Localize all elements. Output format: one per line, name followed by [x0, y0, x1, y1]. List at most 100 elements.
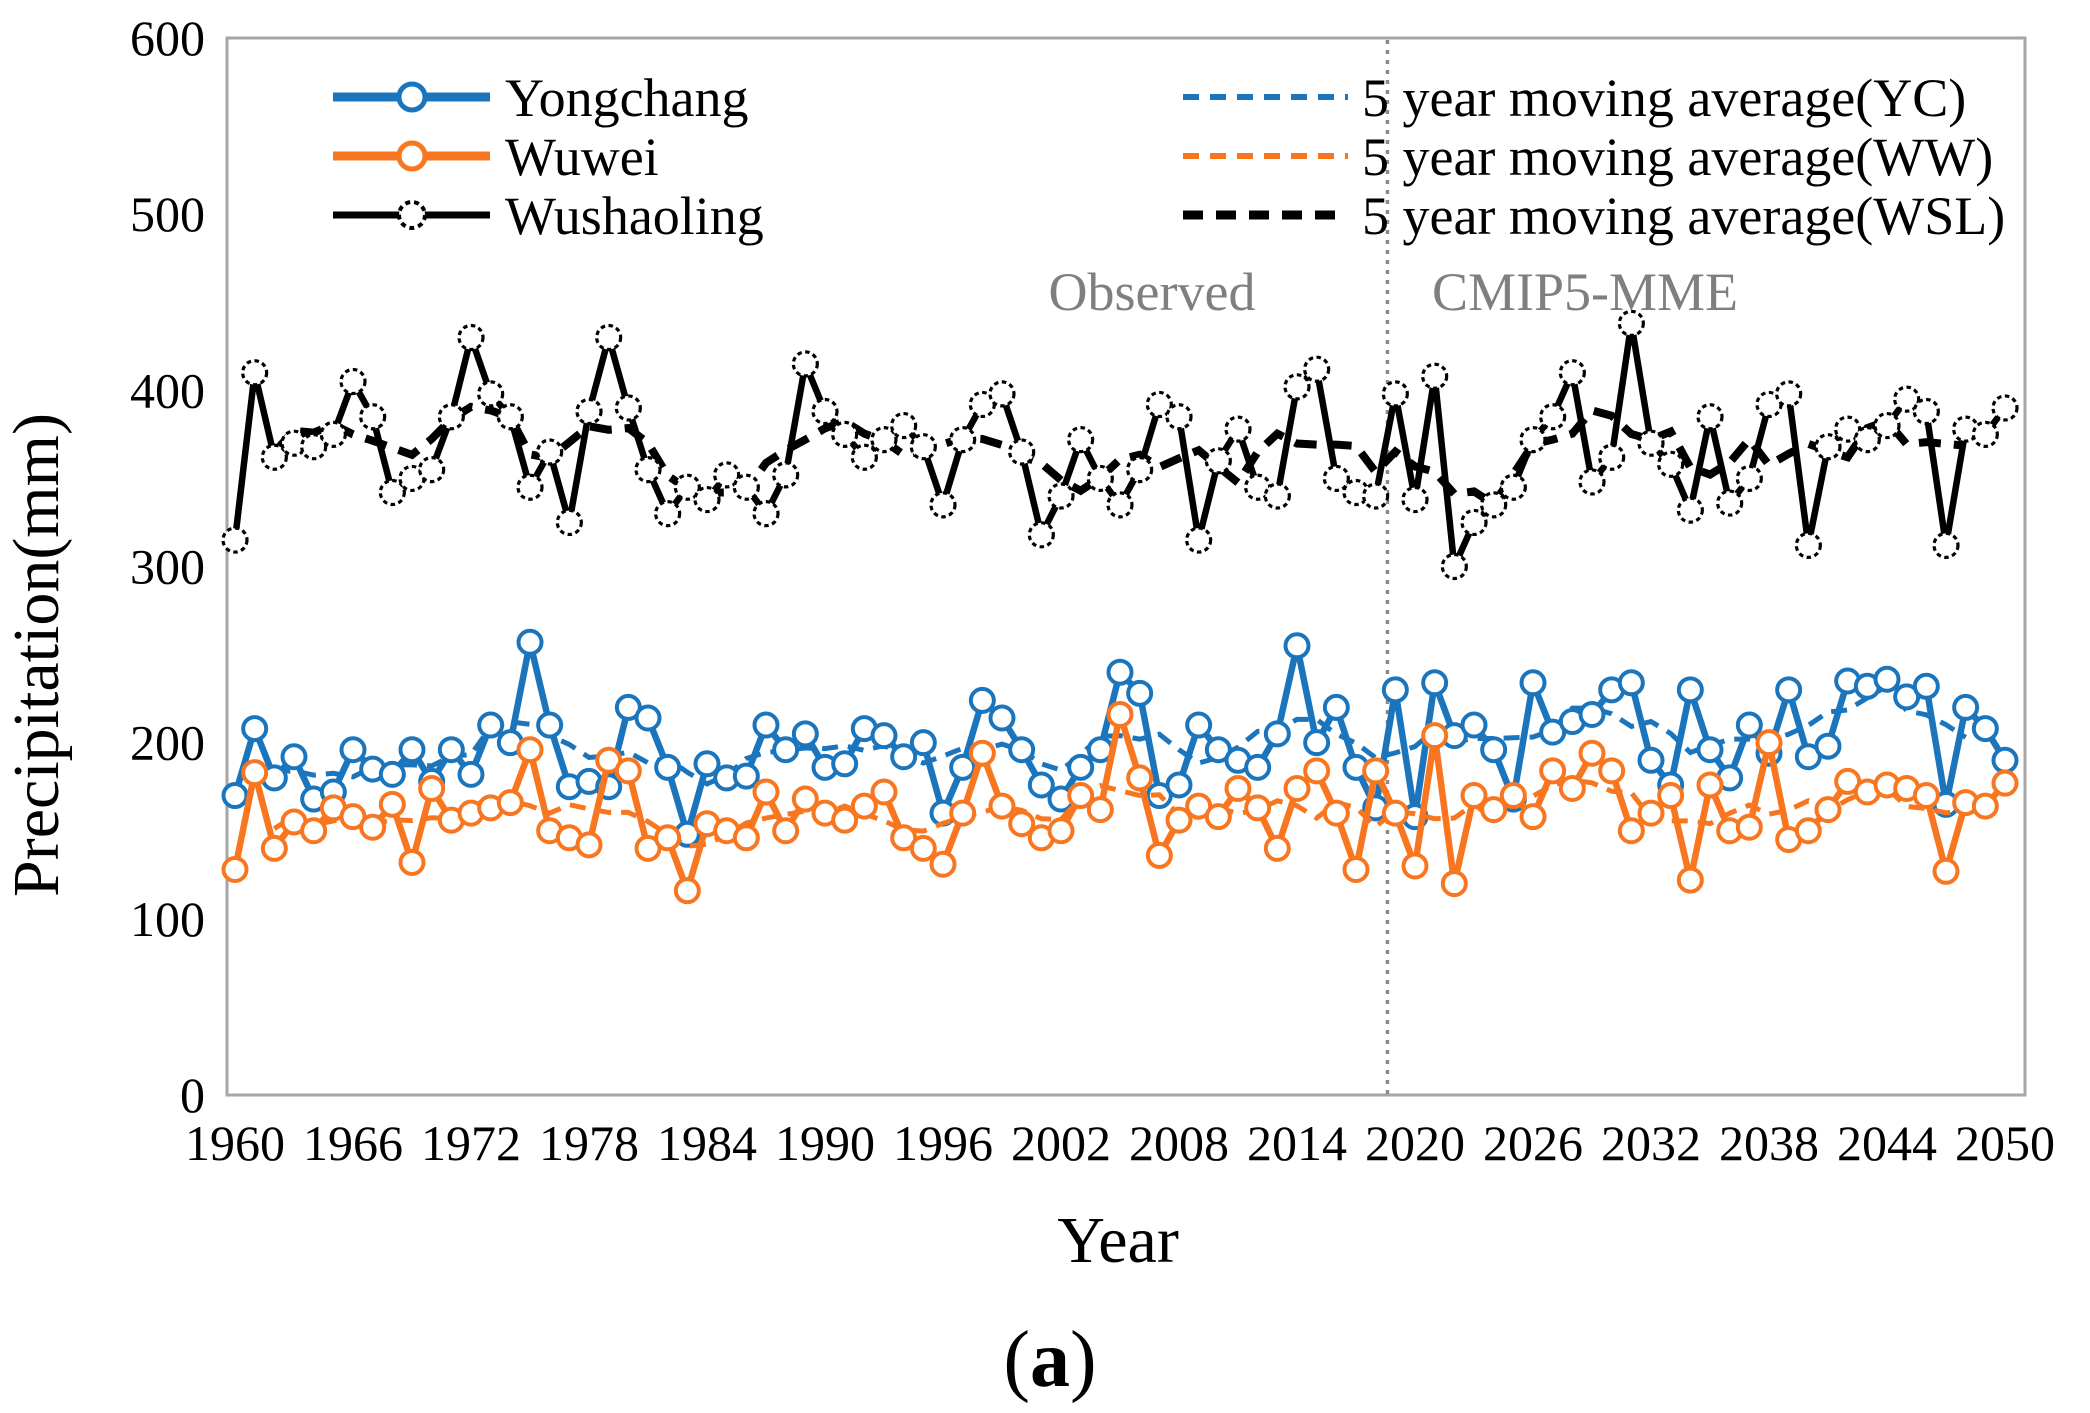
data-point-marker	[319, 420, 347, 448]
data-point-marker	[1539, 757, 1567, 785]
y-tick-label: 600	[130, 10, 205, 66]
data-point-marker	[1263, 720, 1291, 748]
data-point-marker	[909, 834, 937, 862]
data-point-marker	[1106, 491, 1134, 519]
data-point-marker	[595, 323, 623, 352]
data-point-marker	[1224, 415, 1252, 443]
data-point-marker	[1480, 491, 1508, 519]
data-point-marker	[1460, 782, 1488, 810]
data-point-marker	[1578, 468, 1606, 496]
data-point-marker	[1735, 813, 1763, 841]
data-point-marker	[673, 877, 701, 905]
data-point-marker	[968, 686, 996, 714]
data-point-marker	[1893, 385, 1921, 413]
data-point-marker	[1676, 496, 1704, 524]
data-point-marker	[1873, 665, 1901, 693]
data-point-marker	[929, 491, 957, 519]
x-tick-label: 2044	[1837, 1115, 1937, 1171]
data-point-marker	[378, 478, 406, 507]
data-point-marker	[516, 628, 544, 656]
data-point-marker	[1657, 450, 1685, 478]
data-point-marker	[1775, 380, 1803, 408]
data-point-marker	[1204, 803, 1232, 831]
data-point-marker	[693, 485, 721, 514]
data-point-marker	[890, 743, 918, 771]
data-point-marker	[1086, 796, 1114, 824]
legend-item-wuwei: Wuwei	[333, 127, 659, 187]
ma-wsl-line	[271, 402, 1967, 510]
legend: Yongchang Wuwei Wushaoling 5 year moving…	[333, 68, 2005, 246]
data-point-marker	[1755, 729, 1783, 757]
data-point-marker	[1106, 700, 1134, 728]
x-tick-label: 2026	[1483, 1115, 1583, 1171]
data-point-marker	[850, 443, 878, 471]
legend-label-wushaoling: Wushaoling	[505, 186, 764, 246]
data-point-marker	[1617, 817, 1645, 845]
data-point-marker	[1971, 792, 1999, 820]
data-point-marker	[752, 711, 780, 739]
data-point-marker	[1322, 799, 1350, 827]
data-point-marker	[1873, 411, 1901, 440]
data-point-marker	[1126, 456, 1154, 484]
data-point-marker	[398, 848, 426, 876]
data-point-marker	[811, 397, 839, 426]
y-tick-label: 100	[130, 891, 205, 947]
data-point-marker	[300, 433, 328, 461]
data-point-marker	[1362, 482, 1390, 510]
data-point-marker	[1499, 473, 1527, 501]
x-tick-label: 1966	[303, 1115, 403, 1171]
data-point-marker	[398, 736, 426, 764]
data-point-marker	[870, 722, 898, 750]
data-point-marker	[516, 473, 544, 501]
data-point-marker	[1991, 769, 2019, 797]
data-point-marker	[1617, 309, 1645, 337]
data-point-marker	[1912, 397, 1940, 426]
data-point-marker	[260, 443, 288, 471]
data-point-marker	[280, 743, 308, 771]
wuwei-marker-sample	[396, 140, 428, 172]
data-point-marker	[1932, 857, 1960, 885]
data-point-marker	[1558, 774, 1586, 802]
data-point-marker	[870, 778, 898, 806]
data-point-marker	[1519, 669, 1547, 697]
legend-item-wushaoling: Wushaoling	[333, 186, 764, 246]
data-point-marker	[1106, 658, 1134, 686]
data-point-marker	[1637, 746, 1665, 774]
data-point-marker	[1696, 736, 1724, 764]
data-point-marker	[496, 789, 524, 817]
data-point-marker	[634, 456, 662, 484]
y-tick-label: 500	[130, 186, 205, 242]
data-point-marker	[752, 778, 780, 806]
data-point-marker	[1932, 531, 1960, 559]
data-point-marker	[241, 359, 269, 387]
data-point-marker	[791, 350, 819, 378]
data-point-marker	[1126, 679, 1154, 707]
y-tick-label: 400	[130, 362, 205, 418]
data-point-marker	[693, 750, 721, 778]
data-point-marker	[1421, 722, 1449, 750]
data-point-marker	[1991, 746, 2019, 774]
data-point-marker	[1480, 796, 1508, 824]
data-point-marker	[634, 704, 662, 732]
ma-ww-line	[273, 777, 1966, 849]
data-point-marker	[1244, 753, 1272, 781]
data-point-marker	[1027, 771, 1055, 799]
legend-label-ma-ww: 5 year moving average(WW)	[1362, 127, 1993, 187]
data-point-marker	[909, 433, 937, 461]
data-point-marker	[968, 739, 996, 767]
data-point-marker	[575, 831, 603, 859]
data-point-marker	[772, 461, 800, 489]
data-point-marker	[437, 403, 465, 431]
series-yc-markers	[221, 628, 2019, 848]
data-point-marker	[1145, 390, 1173, 419]
data-point-marker	[339, 367, 367, 396]
data-point-marker	[614, 757, 642, 785]
data-point-marker	[457, 323, 485, 352]
data-point-marker	[1814, 732, 1842, 760]
data-point-marker	[477, 711, 505, 739]
data-point-marker	[1440, 870, 1468, 898]
data-point-marker	[654, 753, 682, 781]
data-point-marker	[850, 792, 878, 820]
data-point-marker	[988, 380, 1016, 408]
data-point-marker	[732, 762, 760, 790]
